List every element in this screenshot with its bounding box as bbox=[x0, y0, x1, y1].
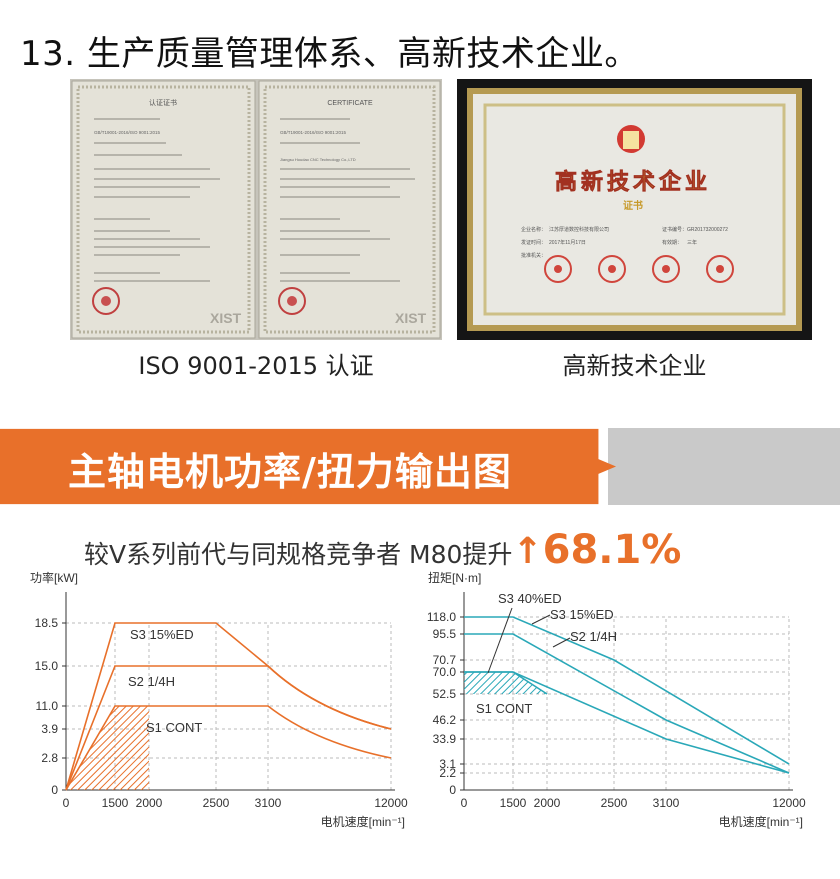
x-axis-label: 电机速度[min⁻¹] bbox=[321, 814, 405, 829]
comparison-line: 较V系列前代与同规格竞争者 M80提升↑68.1% bbox=[84, 527, 681, 573]
hitech-cert-title: 高新技术企业 bbox=[555, 169, 711, 194]
banner-title: 主轴电机功率/扭力输出图 bbox=[68, 449, 512, 494]
label-leader-line bbox=[552, 637, 571, 648]
y-tick-label: 15.0 bbox=[35, 659, 59, 673]
banner-gray-strip bbox=[608, 428, 840, 505]
comparison-text: 较V系列前代与同规格竞争者 M80提升 bbox=[84, 540, 513, 569]
y-tick-label: 70.0 bbox=[433, 665, 457, 679]
y-tick-label: 46.2 bbox=[433, 713, 457, 727]
row1b-label: 证书编号： bbox=[662, 226, 687, 233]
series-line bbox=[464, 616, 790, 765]
power-chart: 0 2.8 3.9 11.0 15.0 18.5 0 1500 2000 2500 3100 1200… bbox=[30, 570, 408, 829]
series-label: S3 15%ED bbox=[550, 607, 614, 622]
series-label: S2 1/4H bbox=[128, 674, 175, 689]
y-tick-label: 70.7 bbox=[433, 653, 457, 667]
series-line bbox=[65, 705, 392, 791]
y-tick-label: 2.2 bbox=[439, 766, 456, 780]
y-tick-label: 52.5 bbox=[433, 687, 457, 701]
row2b-label: 有效期： bbox=[662, 239, 682, 246]
label-leader-line bbox=[487, 607, 513, 674]
iso-right-company: Jiangsu Houdao CNC Technology Co.,LTD bbox=[280, 157, 356, 162]
iso-watermark-left: XIST bbox=[210, 310, 242, 326]
y-tick-label: 118.0 bbox=[427, 610, 456, 624]
hitech-cert-subtitle: 证书 bbox=[623, 199, 643, 212]
up-arrow-icon: ↑ bbox=[512, 531, 543, 572]
y-tick-label: 0 bbox=[449, 783, 456, 797]
x-tick-label: 2500 bbox=[203, 796, 230, 810]
y-tick-label: 3.9 bbox=[41, 722, 58, 736]
row1b-value: GR201732000272 bbox=[687, 227, 728, 233]
torque-chart: 0 2.23.1 33.9 46.2 52.5 70.070.7 95.5 118.0 0 150… bbox=[427, 571, 806, 829]
row3-label: 批准机关： bbox=[521, 252, 546, 259]
x-tick-label: 1500 bbox=[102, 796, 129, 810]
series-label: S1 CONT bbox=[476, 701, 532, 716]
series-label: S3 40%ED bbox=[498, 591, 562, 606]
row2-label: 发证时间： bbox=[521, 239, 546, 246]
iso-certificate-photo: 认证证书 CERTIFICATE GB/T19001-2016/ISO 9001… bbox=[70, 79, 442, 340]
comparison-percent: 68.1% bbox=[542, 527, 682, 573]
y-tick-label: 0 bbox=[51, 783, 58, 797]
series-line bbox=[464, 633, 790, 774]
y-tick-label: 11.0 bbox=[36, 699, 59, 713]
hitech-certificate-photo: 高新技术企业 证书 企业名称： 江苏厚道数控科技有限公司 证书编号： GR201… bbox=[457, 79, 812, 340]
iso-right-header: CERTIFICATE bbox=[327, 100, 373, 107]
x-tick-label: 2000 bbox=[534, 796, 561, 810]
section-heading: 13. 生产质量管理体系、高新技术企业。 bbox=[20, 34, 639, 74]
y-axis-label: 扭矩[N·m] bbox=[428, 571, 481, 585]
iso-caption: ISO 9001-2015 认证 bbox=[138, 352, 374, 380]
x-tick-label: 0 bbox=[63, 796, 70, 810]
x-tick-label: 3100 bbox=[255, 796, 282, 810]
x-tick-label: 2000 bbox=[136, 796, 163, 810]
series-label: S3 15%ED bbox=[130, 627, 194, 642]
x-tick-label: 3100 bbox=[653, 796, 680, 810]
iso-left-standard: GB/T19001-2016/ISO 9001:2015 bbox=[94, 130, 161, 135]
x-tick-label: 0 bbox=[461, 796, 468, 810]
series-line bbox=[65, 665, 392, 791]
row1-value: 江苏厚道数控科技有限公司 bbox=[549, 226, 609, 233]
hatched-region bbox=[66, 706, 149, 790]
hatched-region bbox=[464, 672, 547, 694]
banner-orange-strip bbox=[0, 428, 617, 505]
row1-label: 企业名称： bbox=[521, 226, 546, 233]
label-leader-line bbox=[531, 614, 551, 625]
y-tick-label: 33.9 bbox=[433, 732, 457, 746]
row2-value: 2017年11月17日 bbox=[549, 239, 586, 246]
series-label: S2 1/4H bbox=[570, 629, 617, 644]
y-tick-label: 2.8 bbox=[41, 751, 58, 765]
x-tick-label: 1500 bbox=[500, 796, 527, 810]
x-tick-label: 2500 bbox=[601, 796, 628, 810]
x-tick-label: 12000 bbox=[772, 796, 806, 810]
x-axis-label: 电机速度[min⁻¹] bbox=[719, 814, 803, 829]
y-tick-label: 95.5 bbox=[433, 627, 457, 641]
row2b-value: 三年 bbox=[687, 239, 697, 246]
series-label: S1 CONT bbox=[146, 720, 202, 735]
y-tick-label: 3.1 bbox=[439, 757, 456, 771]
iso-right-standard: GB/T19001-2016/ISO 9001:2015 bbox=[280, 130, 347, 135]
hitech-caption: 高新技术企业 bbox=[562, 352, 707, 380]
y-tick-label: 18.5 bbox=[35, 616, 59, 630]
emblem-icon bbox=[617, 125, 645, 153]
x-tick-label: 12000 bbox=[374, 796, 408, 810]
iso-watermark-right: XIST bbox=[395, 310, 427, 326]
y-axis-label: 功率[kW] bbox=[30, 570, 78, 585]
iso-left-header: 认证证书 bbox=[149, 98, 177, 107]
